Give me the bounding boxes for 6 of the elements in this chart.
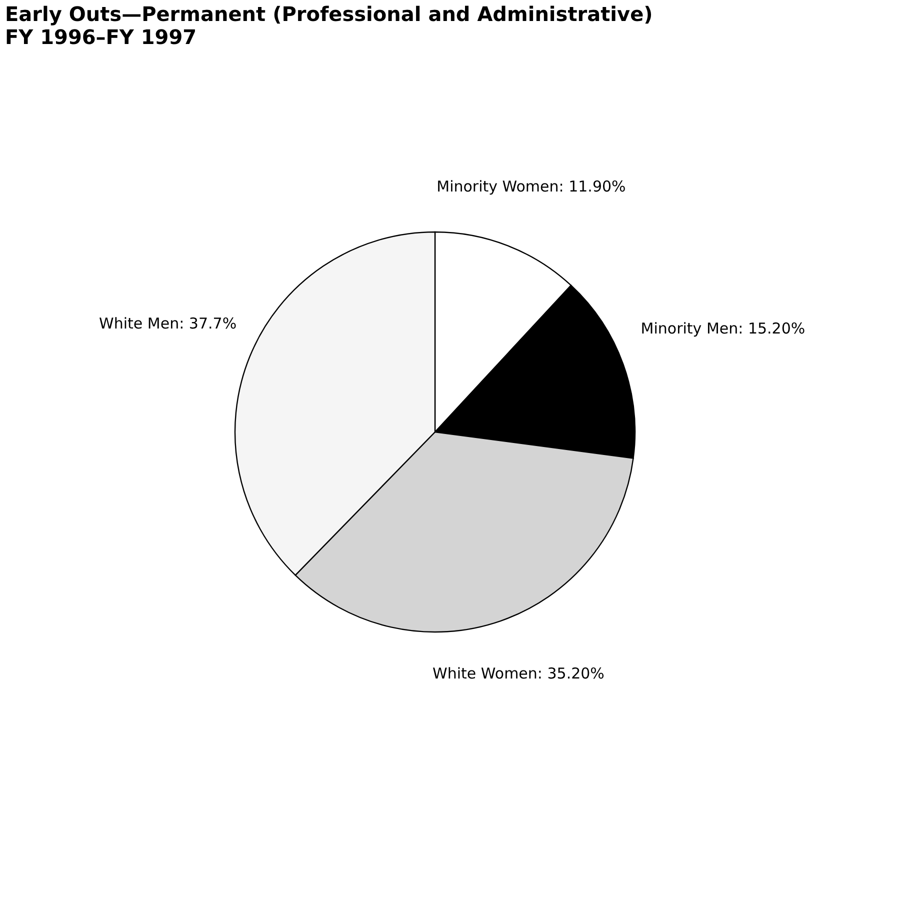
chart-title: Early Outs—Permanent (Professional and Administrative) [5, 2, 653, 26]
chart-subtitle: FY 1996–FY 1997 [5, 25, 197, 49]
slice-label: White Men: 37.7% [99, 314, 237, 332]
slice-label: Minority Men: 15.20% [640, 319, 806, 338]
slice-label: Minority Women: 11.90% [436, 178, 626, 196]
slice-label: White Women: 35.20% [432, 664, 604, 682]
